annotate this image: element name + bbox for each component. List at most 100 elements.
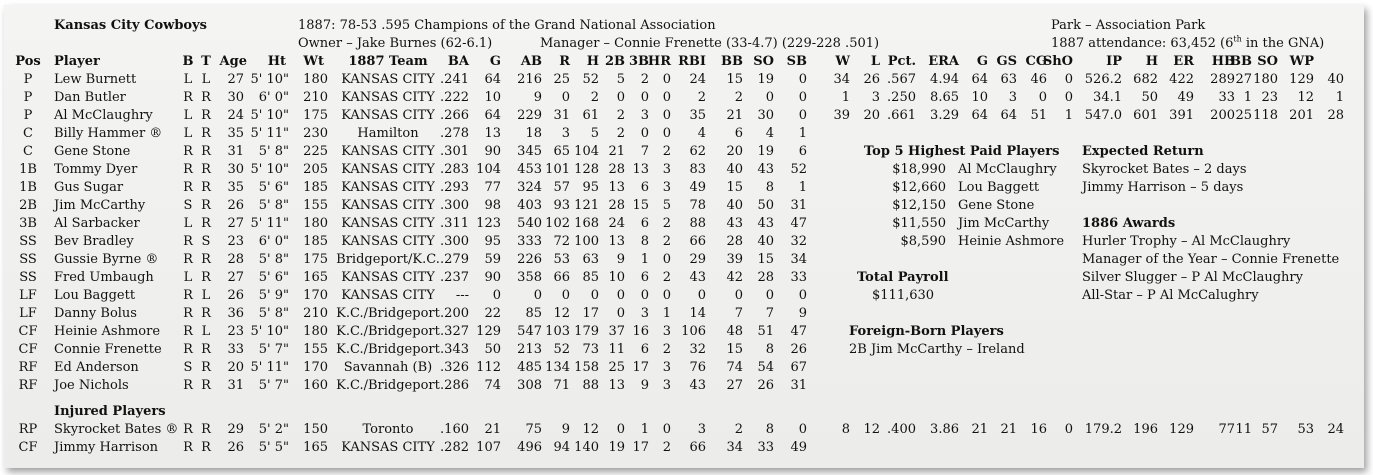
table-cell: 35 (227, 180, 244, 195)
column-header: BA (447, 54, 469, 69)
table-cell: 0 (662, 422, 671, 437)
table-cell: 104 (476, 162, 501, 177)
player-name: Danny Bolus (54, 306, 137, 321)
table-cell: 13 (608, 234, 625, 249)
player-name: Al McClaughry (54, 108, 153, 123)
table-cell: C (23, 144, 33, 159)
table-cell: 3 (697, 422, 706, 437)
table-cell: 40 (726, 198, 743, 213)
column-header: AB (520, 54, 542, 69)
table-cell: 40 (726, 162, 743, 177)
table-cell: R (183, 234, 193, 249)
table-cell: 30 (227, 162, 244, 177)
table-cell: 4 (697, 126, 706, 141)
table-cell: 32 (689, 342, 706, 357)
table-cell: 5' 7" (258, 378, 289, 393)
table-cell: 453 (517, 162, 542, 177)
table-cell: 5' 8" (258, 144, 289, 159)
salary-amount: $12,150 (892, 198, 946, 213)
table-cell: 30 (227, 90, 244, 105)
table-cell: 140 (574, 440, 599, 455)
table-cell: 15 (757, 252, 774, 267)
table-cell: 2 (697, 90, 706, 105)
table-cell: KANSAS CITY (341, 234, 435, 249)
table-cell: 26 (227, 288, 244, 303)
table-cell: 5' 11" (250, 126, 290, 141)
table-cell: 2 (662, 216, 671, 231)
table-cell: 24 (1327, 422, 1344, 437)
table-cell: 168 (574, 216, 599, 231)
table-cell: L (183, 270, 193, 285)
roster-card: Kansas City Cowboys 1887: 78-53 .595 Cha… (4, 5, 1364, 468)
table-cell: 5' 10" (250, 324, 290, 339)
table-cell: 64 (484, 108, 501, 123)
table-cell: 682 (1133, 72, 1158, 87)
table-cell: 28 (227, 252, 244, 267)
player-name: Jimmy Harrison (54, 440, 159, 455)
table-cell: 0 (662, 90, 671, 105)
table-cell: R (183, 180, 193, 195)
table-cell: 5' 10" (250, 72, 290, 87)
table-cell: .200 (440, 306, 469, 321)
table-cell: 1 (1335, 90, 1344, 105)
table-cell: .282 (440, 440, 469, 455)
table-cell: 226 (517, 252, 542, 267)
table-cell: R (183, 162, 193, 177)
column-header: ER (1173, 54, 1194, 69)
table-cell: 1 (662, 306, 671, 321)
manager-info: Manager – Connie Frenette (33-4.7) (229-… (540, 36, 880, 51)
table-cell: 180 (303, 324, 328, 339)
table-cell: 213 (517, 342, 542, 357)
table-cell: 77 (484, 180, 501, 195)
table-cell: .241 (440, 72, 469, 87)
table-cell: KANSAS CITY (341, 270, 435, 285)
column-header: 2B (604, 54, 625, 69)
table-cell: 6 (640, 342, 649, 357)
table-cell: 67 (790, 360, 807, 375)
table-cell: 526.2 (1084, 72, 1122, 87)
column-header: ShO (1042, 54, 1073, 69)
table-cell: 3 (662, 180, 671, 195)
table-cell: 23 (227, 324, 244, 339)
table-cell: 485 (517, 360, 542, 375)
table-cell: 15 (726, 180, 743, 195)
table-cell: 5' 11" (250, 360, 290, 375)
table-cell: 32 (790, 234, 807, 249)
table-cell: .311 (440, 216, 469, 231)
table-cell: 15 (726, 342, 743, 357)
table-cell: 74 (726, 360, 743, 375)
table-cell: RF (18, 360, 38, 375)
table-cell: 0 (798, 90, 807, 105)
table-cell: .237 (440, 270, 469, 285)
table-cell: 6 (798, 144, 807, 159)
table-cell: R (201, 360, 211, 375)
table-cell: 95 (484, 234, 501, 249)
table-cell: S (183, 360, 193, 375)
table-cell: 11 (608, 342, 625, 357)
table-cell: 8 (841, 422, 850, 437)
table-cell: 2 (662, 342, 671, 357)
salary-amount: $12,660 (892, 180, 946, 195)
table-cell: R (201, 270, 211, 285)
table-cell: 7 (640, 144, 649, 159)
table-cell: 1B (19, 162, 37, 177)
table-cell: 5' 8" (258, 252, 289, 267)
player-name: Bev Bradley (54, 234, 134, 249)
table-cell: 18 (525, 126, 542, 141)
award-item: Silver Slugger – P Al McClaughry (1082, 270, 1303, 285)
table-cell: R (201, 252, 211, 267)
table-cell: R (183, 252, 193, 267)
table-cell: 34.1 (1093, 90, 1122, 105)
table-cell: 53 (553, 252, 570, 267)
table-cell: CF (18, 324, 38, 339)
table-cell: 4.94 (930, 72, 959, 87)
table-cell: 71 (553, 378, 570, 393)
table-cell: 20 (227, 360, 244, 375)
table-cell: R (183, 422, 193, 437)
table-cell: 64 (971, 108, 988, 123)
table-cell: 8.65 (930, 90, 959, 105)
table-cell: 155 (303, 198, 328, 213)
table-cell: 3 (640, 108, 649, 123)
table-cell: 63 (582, 252, 599, 267)
table-cell: 73 (582, 342, 599, 357)
